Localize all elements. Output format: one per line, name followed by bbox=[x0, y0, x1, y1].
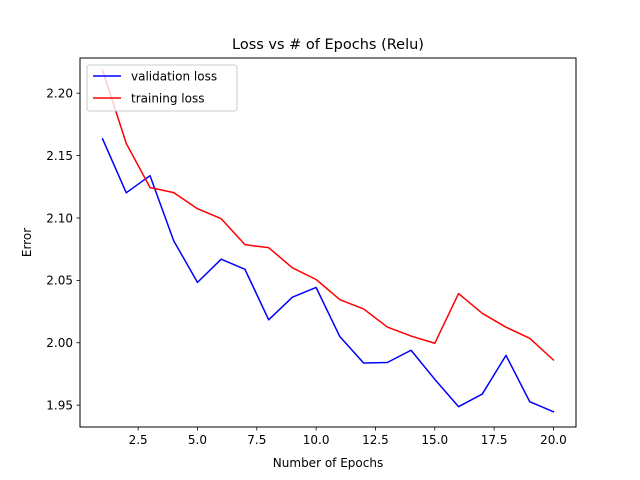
y-axis-label: Error bbox=[20, 228, 34, 257]
x-axis-ticks: 2.5 5.0 7.5 10.0 12.5 15.0 17.5 20.0 bbox=[129, 427, 567, 447]
validation-loss-line bbox=[101, 137, 555, 413]
legend-box bbox=[86, 64, 238, 112]
y-axis-ticks: 1.95 2.00 2.05 2.10 2.15 2.20 bbox=[46, 86, 80, 412]
x-axis-label: Number of Epochs bbox=[273, 456, 383, 470]
y-tick-label: 2.10 bbox=[46, 211, 73, 225]
x-tick-label: 20.0 bbox=[540, 433, 567, 447]
x-tick-label: 7.5 bbox=[247, 433, 266, 447]
x-tick-label: 10.0 bbox=[303, 433, 330, 447]
chart-title: Loss vs # of Epochs (Relu) bbox=[232, 37, 424, 53]
legend-label-validation-loss: validation loss bbox=[131, 70, 217, 84]
legend-label-training-loss: training loss bbox=[131, 92, 204, 106]
y-tick-label: 2.00 bbox=[46, 336, 73, 350]
x-tick-label: 17.5 bbox=[481, 433, 508, 447]
x-tick-label: 5.0 bbox=[188, 433, 207, 447]
y-tick-label: 2.05 bbox=[46, 274, 73, 288]
legend: validation loss training loss bbox=[86, 64, 238, 112]
plot-frame bbox=[79, 57, 577, 428]
y-tick-label: 1.95 bbox=[46, 398, 73, 412]
x-tick-label: 2.5 bbox=[129, 433, 148, 447]
y-tick-label: 2.15 bbox=[46, 149, 73, 163]
y-tick-label: 2.20 bbox=[46, 86, 73, 100]
x-tick-label: 15.0 bbox=[421, 433, 448, 447]
series-layer bbox=[101, 69, 555, 413]
training-loss-line bbox=[101, 69, 555, 362]
x-tick-label: 12.5 bbox=[362, 433, 389, 447]
